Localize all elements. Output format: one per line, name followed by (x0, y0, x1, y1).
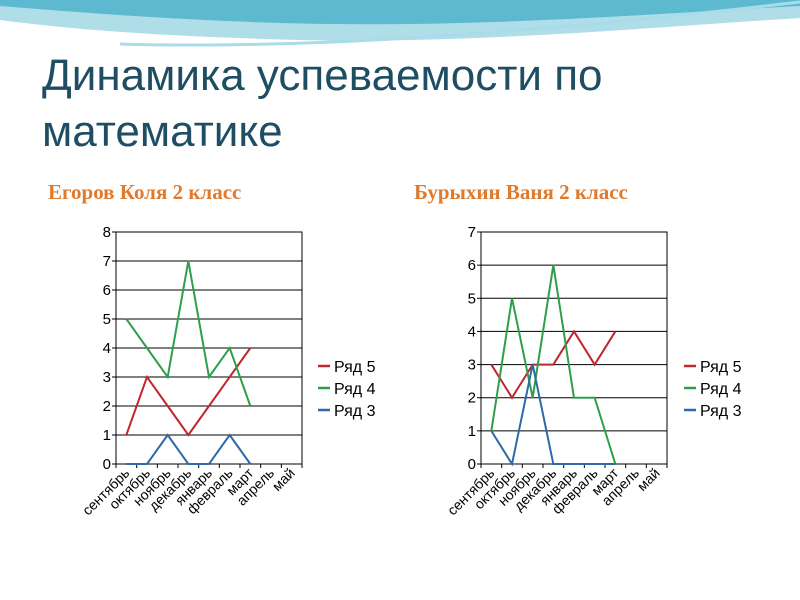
legend-entry: Ряд 4 (334, 381, 376, 398)
y-tick-label: 5 (103, 311, 111, 328)
y-tick-label: 7 (468, 224, 476, 241)
y-tick-label: 3 (103, 369, 111, 386)
y-tick-label: 0 (468, 456, 476, 473)
legend-entry: Ряд 5 (334, 359, 376, 376)
page-title: Динамика успеваемости по математике (42, 51, 603, 156)
wave-line (119, 0, 800, 47)
y-tick-label: 5 (468, 290, 476, 307)
y-tick-label: 6 (468, 257, 476, 274)
y-tick-label: 8 (103, 224, 111, 241)
series-line-3 (490, 364, 616, 467)
legend-entry: Ряд 3 (700, 403, 742, 420)
wave-front (0, 0, 800, 25)
y-tick-label: 1 (468, 423, 476, 440)
series-line-1 (490, 329, 617, 400)
y-tick-label: 2 (468, 390, 476, 407)
series-line-2 (490, 264, 617, 465)
legend-entry: Ряд 4 (700, 381, 742, 398)
legend-entry: Ряд 5 (700, 359, 742, 376)
series-line-3 (126, 433, 252, 465)
y-tick-label: 2 (103, 398, 111, 415)
series-line-1 (125, 347, 252, 437)
y-tick-label: 1 (103, 427, 111, 444)
subtitle-right: Бурыхин Ваня 2 класс (414, 180, 628, 204)
y-tick-label: 3 (468, 357, 476, 374)
x-category-label: май (634, 465, 663, 494)
y-tick-label: 0 (103, 456, 111, 473)
y-tick-label: 4 (103, 340, 111, 357)
y-tick-label: 4 (468, 323, 476, 340)
subtitle-left: Егоров Коля 2 класс (48, 180, 242, 204)
plot-area (480, 231, 668, 465)
y-tick-label: 6 (103, 282, 111, 299)
series-line-2 (125, 260, 252, 407)
y-tick-label: 7 (103, 253, 111, 270)
legend-entry: Ряд 3 (334, 403, 376, 420)
